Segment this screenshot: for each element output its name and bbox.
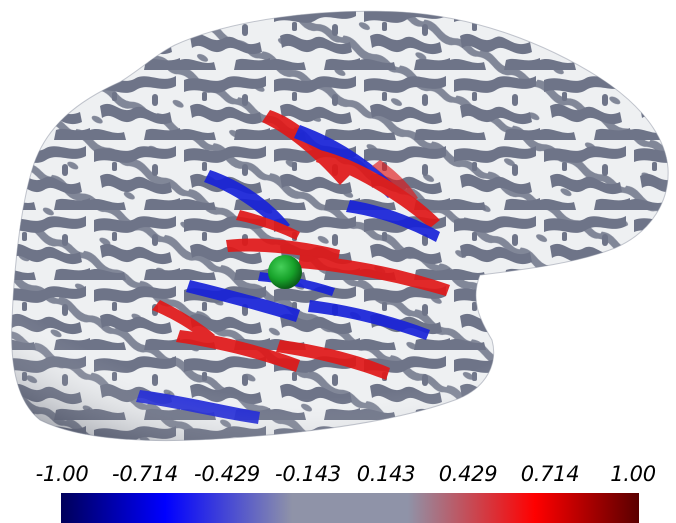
colorbar-tick: -0.429: [194, 462, 260, 486]
cortical-surface: [11, 11, 669, 441]
electrode-marker: [268, 255, 302, 289]
colorbar-tick-labels: -1.00 -0.714 -0.429 -0.143 0.143 0.429 0…: [0, 462, 676, 492]
colorbar-tick: 0.143: [356, 462, 416, 486]
colorbar: [61, 493, 639, 523]
colorbar-tick: -0.714: [112, 462, 178, 486]
colorbar-tick: -0.143: [275, 462, 341, 486]
colorbar-tick: 1.00: [610, 462, 656, 486]
colorbar-tick: -1.00: [35, 462, 89, 486]
colorbar-tick: 0.714: [520, 462, 580, 486]
colorbar-tick: 0.429: [438, 462, 498, 486]
brain-surface-figure: [11, 10, 669, 442]
brain-outline: [11, 10, 669, 442]
